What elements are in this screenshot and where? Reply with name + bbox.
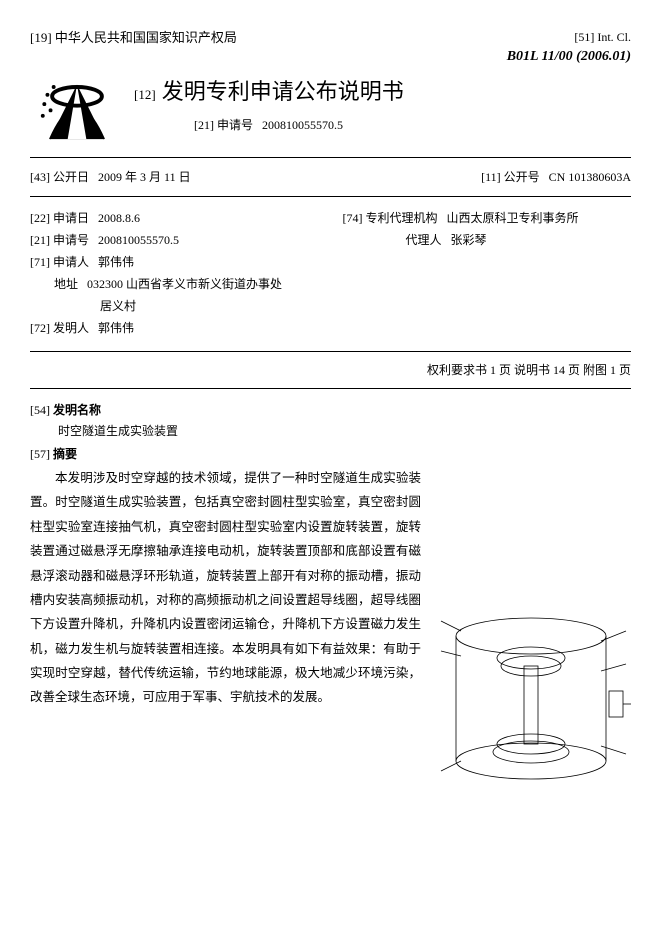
app-label: 申请号 <box>217 118 253 132</box>
agent: 代理人 张彩琴 <box>343 231 632 249</box>
pubno: [11] 公开号 CN 101380603A <box>481 168 631 186</box>
biblio-left: [22] 申请日 2008.8.6 [21] 申请号 200810055570.… <box>30 209 331 341</box>
application-number-line: [21] 申请号 200810055570.5 <box>134 116 631 134</box>
authority-code: [19] <box>30 30 52 45</box>
intcl-label: Int. Cl. <box>597 30 631 44</box>
pubdate-label: 公开日 <box>53 170 89 184</box>
title-row: [12] 发明专利申请公布说明书 [21] 申请号 200810055570.5 <box>30 73 631 143</box>
applicant: [71] 申请人 郭伟伟 <box>30 253 319 271</box>
app-number: 200810055570.5 <box>262 118 343 132</box>
abstract-heading: [57] 摘要 <box>30 445 631 463</box>
pubdate: [43] 公开日 2009 年 3 月 11 日 <box>30 168 191 186</box>
pubno-label: 公开号 <box>504 170 540 184</box>
claims-note: 权利要求书 1 页 说明书 14 页 附图 1 页 <box>30 358 631 382</box>
app-code: [21] <box>194 118 214 132</box>
document-title: [12] 发明专利申请公布说明书 <box>134 75 631 108</box>
address-line-1: 地址 032300 山西省孝义市新义街道办事处 <box>30 275 319 293</box>
publication-row: [43] 公开日 2009 年 3 月 11 日 [11] 公开号 CN 101… <box>30 164 631 190</box>
intcl-block: [51] Int. Cl. B01L 11/00 (2006.01) <box>507 28 631 67</box>
biblio-right: [74] 专利代理机构 山西太原科卫专利事务所 代理人 张彩琴 <box>331 209 632 341</box>
sipo-logo-icon <box>38 73 116 143</box>
address-line-2: 居义村 <box>30 297 319 315</box>
authority-name: 中华人民共和国国家知识产权局 <box>55 30 237 45</box>
doc-title-text: 发明专利申请公布说明书 <box>162 79 404 104</box>
rule-2 <box>30 196 631 197</box>
header-row: [19] 中华人民共和国国家知识产权局 [51] Int. Cl. B01L 1… <box>30 28 631 67</box>
abstract-figure-icon <box>431 596 631 796</box>
filing-date: [22] 申请日 2008.8.6 <box>30 209 319 227</box>
pubdate-value: 2009 年 3 月 11 日 <box>98 170 191 184</box>
rule-4 <box>30 388 631 389</box>
invention-title-heading: [54] 发明名称 <box>30 401 631 419</box>
bibliographic-block: [22] 申请日 2008.8.6 [21] 申请号 200810055570.… <box>30 203 631 345</box>
invention-title: 时空隧道生成实验装置 <box>30 422 631 440</box>
agency: [74] 专利代理机构 山西太原科卫专利事务所 <box>343 209 632 227</box>
intcl-code: [51] <box>574 30 594 44</box>
title-text-block: [12] 发明专利申请公布说明书 [21] 申请号 200810055570.5 <box>134 73 631 134</box>
abstract-wrapper: 本发明涉及时空穿越的技术领域，提供了一种时空隧道生成实验装置。时空隧道生成实验装… <box>30 466 631 796</box>
pubno-value: CN 101380603A <box>549 170 631 184</box>
intcl-label-line: [51] Int. Cl. <box>507 28 631 46</box>
doc-code: [12] <box>134 87 156 102</box>
body-area: [54] 发明名称 时空隧道生成实验装置 [57] 摘要 <box>30 395 631 796</box>
inventor: [72] 发明人 郭伟伟 <box>30 319 319 337</box>
pubno-code: [11] <box>481 170 501 184</box>
rule-3 <box>30 351 631 352</box>
pubdate-code: [43] <box>30 170 50 184</box>
rule-1 <box>30 157 631 158</box>
application-number: [21] 申请号 200810055570.5 <box>30 231 319 249</box>
authority: [19] 中华人民共和国国家知识产权局 <box>30 28 237 48</box>
intcl-value: B01L 11/00 (2006.01) <box>507 46 631 67</box>
